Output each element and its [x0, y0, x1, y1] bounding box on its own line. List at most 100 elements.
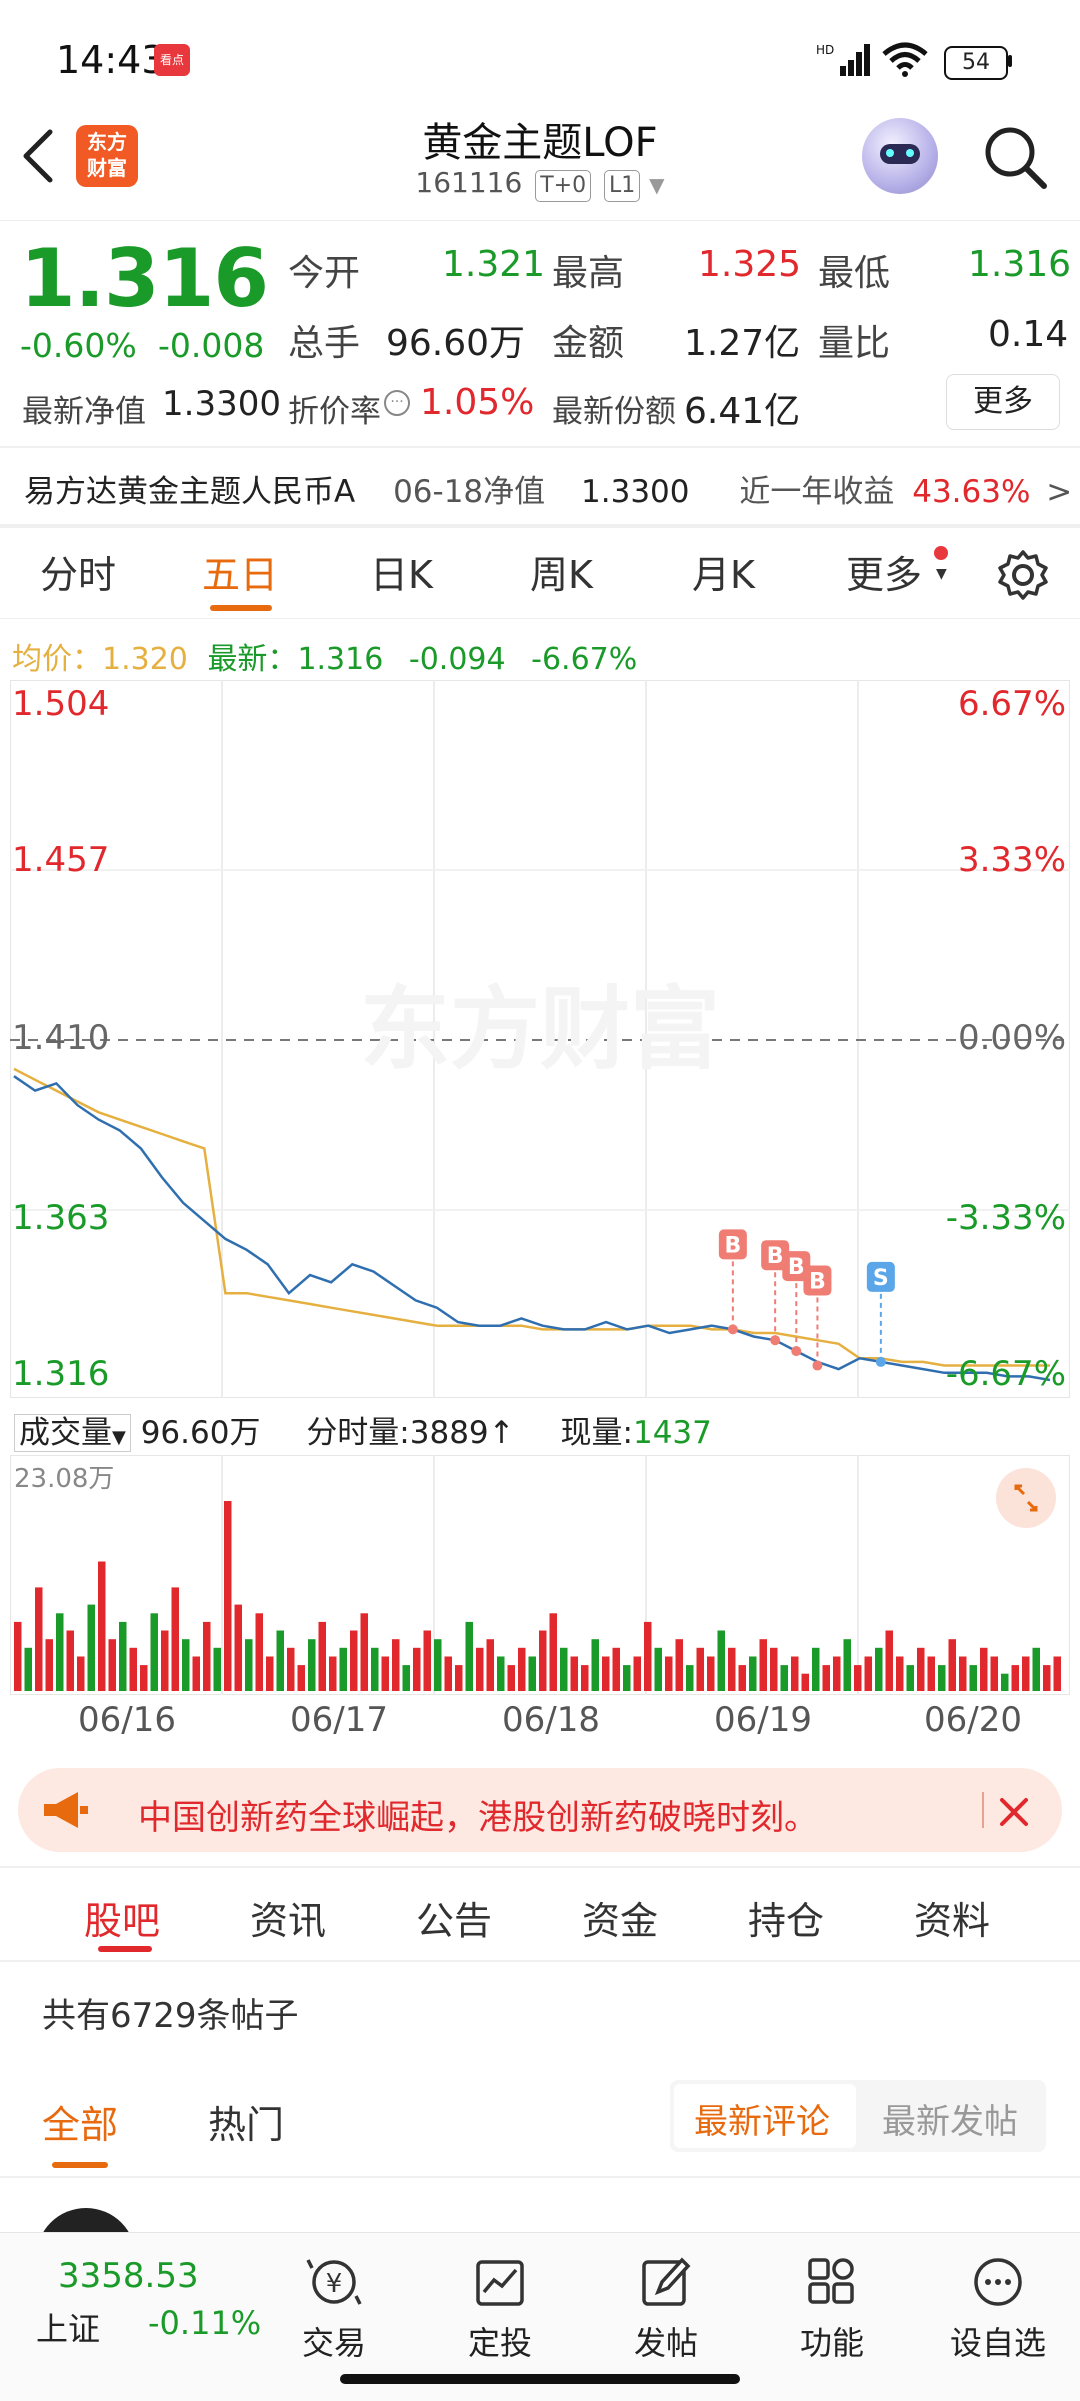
index-name[interactable]: 上证 — [36, 2310, 101, 2348]
volume-bar — [633, 1656, 641, 1691]
volume-bar — [392, 1639, 400, 1691]
tab-announcements[interactable]: 公告 — [416, 1899, 493, 1943]
back-icon[interactable] — [18, 128, 58, 184]
tab-funds[interactable]: 资金 — [582, 1899, 659, 1943]
tab-news[interactable]: 资讯 — [250, 1899, 327, 1943]
low-value: 1.316 — [968, 244, 1072, 285]
volume-bar — [927, 1656, 935, 1691]
volume-selector[interactable]: 成交量▼ — [14, 1414, 131, 1452]
nav-post-label: 发帖 — [633, 2324, 698, 2362]
robot-assistant-icon[interactable] — [862, 118, 938, 194]
nav-invest[interactable]: 定投 — [440, 2256, 560, 2364]
chart-info-line: 均价：1.320 最新：1.316 -0.094 -6.67% — [12, 634, 637, 678]
settings-gear-icon[interactable] — [996, 548, 1050, 602]
volume-bar — [381, 1656, 389, 1691]
x-axis-label: 06/20 — [924, 1700, 1022, 1740]
tab-holdings[interactable]: 持仓 — [748, 1899, 825, 1943]
promo-banner[interactable] — [18, 1768, 1062, 1852]
nav-trade[interactable]: ¥ 交易 — [274, 2256, 394, 2364]
tab-profile[interactable]: 资料 — [914, 1899, 991, 1943]
more-button[interactable]: 更多 — [946, 374, 1060, 430]
nav-post[interactable]: 发帖 — [606, 2256, 726, 2364]
tab-five-day[interactable]: 五日 — [202, 553, 279, 597]
pct-tick-label: 0.00% — [957, 1018, 1066, 1058]
search-icon[interactable] — [982, 124, 1048, 190]
volume-bar — [119, 1621, 127, 1691]
discount-label: 折价率 — [288, 394, 381, 430]
edit-icon — [642, 2257, 691, 2306]
expand-icon[interactable] — [996, 1468, 1056, 1528]
tab-weekly-k[interactable]: 周K — [530, 553, 593, 597]
battery-icon: 54 — [944, 46, 1008, 80]
volume-bar — [161, 1630, 169, 1691]
volume-bar — [948, 1639, 956, 1691]
tick-volume-label: 分时量: — [306, 1415, 410, 1451]
current-volume-value: 1437 — [632, 1415, 712, 1451]
volume-bar — [602, 1656, 610, 1691]
more-info-icon[interactable]: ··· — [384, 390, 410, 416]
tab-monthly-k[interactable]: 月K — [692, 553, 755, 597]
notification-dot — [934, 546, 948, 560]
volume-bar — [444, 1656, 452, 1691]
fund-nav: 1.3300 — [581, 474, 690, 510]
divider — [0, 1866, 1080, 1868]
volume-bar — [224, 1501, 232, 1691]
volume-max-label: 23.08万 — [14, 1464, 115, 1494]
fund-name: 易方达黄金主题人民币A — [24, 474, 356, 510]
dropdown-icon[interactable]: ▼ — [649, 173, 665, 197]
volume-bar — [108, 1639, 116, 1691]
chevron-down-icon: ▼ — [936, 566, 947, 582]
share-label: 最新份额 — [552, 394, 676, 430]
volume-bar — [497, 1656, 505, 1691]
current-price: 1.316 — [20, 232, 269, 325]
volume-bar — [255, 1613, 263, 1691]
sort-latest-post[interactable]: 最新发帖 — [882, 2102, 1018, 2142]
fund-yr: 43.63% — [912, 474, 1031, 510]
nav-add-watchlist[interactable]: 设自选 — [938, 2256, 1058, 2364]
index-value[interactable]: 3358.53 — [58, 2256, 199, 2296]
tab-intraday[interactable]: 分时 — [40, 553, 117, 597]
latest-change: -0.094 — [408, 642, 506, 677]
index-change[interactable]: -0.11% — [148, 2304, 262, 2342]
volume-bar — [665, 1656, 673, 1691]
volume-bar — [318, 1621, 326, 1691]
close-icon[interactable] — [996, 1794, 1032, 1830]
volume-info: 成交量▼ 96.60万 分时量:3889↑ 现量:1437 — [14, 1407, 712, 1452]
volume-bar — [980, 1647, 988, 1691]
volume-bar — [938, 1665, 946, 1691]
volume-bar — [371, 1647, 379, 1691]
subtab-hot[interactable]: 热门 — [208, 2103, 285, 2147]
trade-marker-label: B — [724, 1233, 741, 1258]
l1-tag[interactable]: L1 — [604, 170, 641, 202]
volume-chart[interactable] — [10, 1455, 1070, 1695]
trade-marker-dot — [770, 1335, 781, 1346]
fund-info-line[interactable]: 易方达黄金主题人民币A 06-18净值 1.3300 近一年收益 43.63% … — [24, 466, 1072, 511]
volume-bar — [423, 1630, 431, 1691]
volume-bar — [696, 1647, 704, 1691]
volume-label: 成交量 — [19, 1415, 112, 1451]
nav-functions[interactable]: 功能 — [772, 2256, 892, 2364]
header — [0, 110, 1080, 221]
fund-code: 161116 — [415, 166, 523, 199]
volume-bar — [203, 1621, 211, 1691]
volume-bar — [917, 1647, 925, 1691]
banner-text[interactable]: 中国创新药全球崛起，港股创新药破晓时刻。 — [138, 1798, 818, 1838]
y-tick-label: 1.316 — [12, 1354, 110, 1394]
home-indicator[interactable] — [340, 2374, 740, 2384]
volume-bar — [791, 1656, 799, 1691]
sort-latest-comment[interactable]: 最新评论 — [694, 2102, 830, 2142]
volume-bar — [675, 1639, 683, 1691]
tab-guba[interactable]: 股吧 — [84, 1899, 161, 1943]
x-axis-label: 06/18 — [502, 1700, 600, 1740]
volume-chart-frame[interactable] — [10, 1455, 1070, 1695]
volume-bar — [560, 1647, 568, 1691]
volume-bar — [276, 1630, 284, 1691]
avg-value: 1.320 — [102, 642, 188, 677]
volume-bar — [1032, 1647, 1040, 1691]
tab-more[interactable]: 更多 — [846, 553, 923, 597]
subtab-all[interactable]: 全部 — [42, 2103, 119, 2147]
latest-label: 最新： — [207, 642, 298, 677]
tab-daily-k[interactable]: 日K — [370, 553, 433, 597]
volume-bar — [780, 1665, 788, 1691]
